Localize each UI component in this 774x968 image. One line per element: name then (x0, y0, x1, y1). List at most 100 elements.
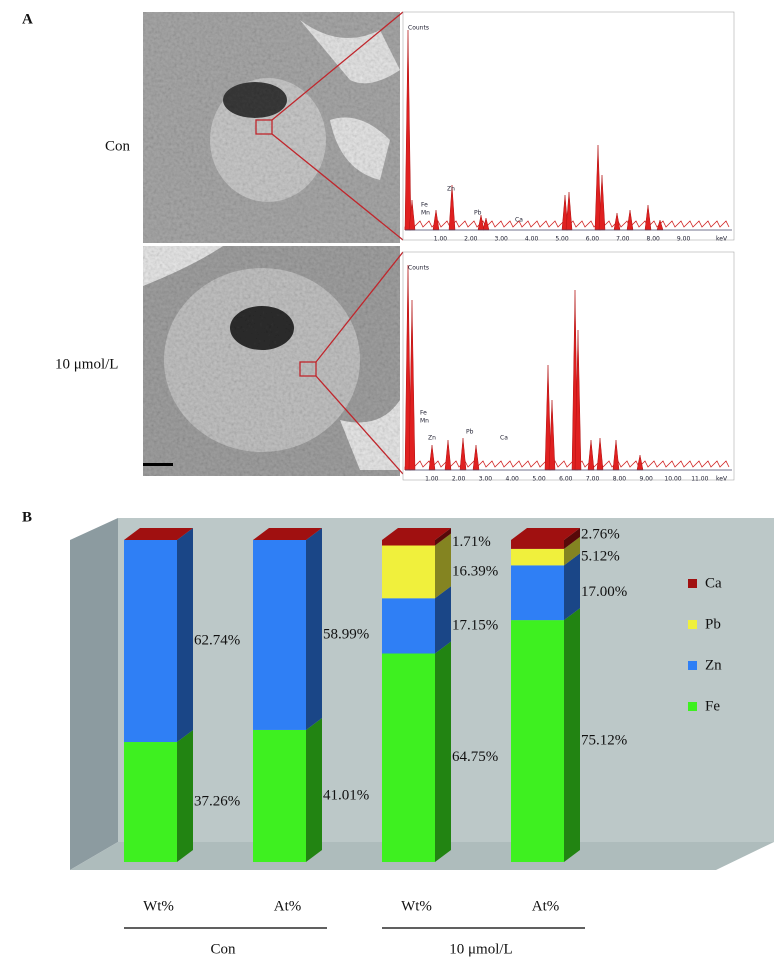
element-label: Ca (515, 217, 523, 224)
row-label: Con (105, 138, 131, 154)
x-tick-label: 2.00 (464, 236, 478, 243)
bar-top (253, 528, 322, 540)
panel-label: B (22, 509, 32, 525)
value-label: 5.12% (581, 549, 620, 565)
spectrum-noise (404, 460, 730, 470)
bar-side (177, 730, 193, 862)
group-label: 10 μmol/L (449, 941, 512, 957)
element-label: Zn (447, 186, 455, 193)
element-label: Fe (421, 202, 428, 209)
element-label: Mn (420, 418, 429, 425)
x-tick-label: 7.00 (586, 476, 600, 483)
eds-spectrum: Counts keV 1.00 2.00 3.00 4.00 5.00 6.00 7.00 8.0… (402, 251, 735, 483)
value-label: 17.15% (452, 617, 498, 633)
bar-side (435, 533, 451, 599)
bar-side (564, 536, 580, 566)
bar-segment (511, 565, 564, 621)
value-label: 62.74% (194, 632, 240, 648)
x-tick-label: 6.00 (586, 236, 600, 243)
legend-swatch (688, 661, 697, 670)
x-tick-label: 3.00 (495, 236, 509, 243)
eds-spectrum: Counts keV 1.00 2.00 3.00 4.00 5.00 6.00 7.00 8.0… (402, 11, 735, 243)
x-tick-label: 8.00 (647, 236, 661, 243)
scale-bar (143, 463, 173, 466)
bar-segment (382, 653, 435, 862)
group-label: Con (210, 941, 236, 957)
bar-top (382, 528, 451, 540)
bar-segment (124, 742, 177, 862)
micrograph (143, 246, 400, 476)
bar-side (177, 528, 193, 743)
bar-segment (511, 620, 564, 862)
legend-label: Fe (705, 698, 720, 714)
value-label: 37.26% (194, 793, 240, 809)
legend-label: Zn (705, 657, 722, 673)
bar-side (435, 641, 451, 862)
element-label: Ca (500, 435, 508, 442)
element-label: Zn (428, 435, 436, 442)
element-label: Pb (474, 210, 482, 217)
row-label: 10 μmol/L (55, 356, 118, 372)
element-label: Fe (420, 410, 427, 417)
x-tick-label: 5.00 (532, 476, 546, 483)
legend-swatch (688, 579, 697, 588)
bar-side (435, 586, 451, 654)
legend-swatch (688, 620, 697, 629)
x-tick-label: 1.00 (434, 236, 448, 243)
x-tick-label: 4.00 (506, 476, 520, 483)
bar-side (564, 608, 580, 862)
value-label: 2.76% (581, 527, 620, 543)
bar-segment (253, 729, 306, 862)
x-tick-label: 8.00 (613, 476, 627, 483)
x-tick-label: 4.00 (525, 236, 539, 243)
x-tick-label: 5.00 (555, 236, 569, 243)
x-tick-label: 9.00 (640, 476, 654, 483)
value-label: 41.01% (323, 787, 369, 803)
bar-side (564, 553, 580, 621)
legend-swatch (688, 702, 697, 711)
x-tick-label: 6.00 (559, 476, 573, 483)
bar-segment (124, 540, 177, 743)
x-tick-label: 10.00 (664, 476, 681, 483)
bar-segment (253, 540, 306, 730)
legend-label: Ca (705, 575, 722, 591)
value-label: 75.12% (581, 732, 627, 748)
x-tick-label: At% (274, 898, 302, 914)
axis-title: Counts (408, 25, 429, 32)
x-tick-label: 9.00 (677, 236, 691, 243)
legend-label: Pb (705, 616, 721, 632)
x-tick-label: 3.00 (479, 476, 493, 483)
value-label: 1.71% (452, 534, 491, 550)
bar-top (511, 528, 580, 540)
x-tick-label: 1.00 (425, 476, 439, 483)
x-tick-label: Wt% (143, 898, 174, 914)
x-tick-label: 7.00 (616, 236, 630, 243)
value-label: 16.39% (452, 563, 498, 579)
zoom-callout (255, 11, 404, 475)
bar-side (564, 528, 580, 549)
element-label: Mn (421, 210, 430, 217)
x-tick-label: At% (532, 898, 560, 914)
x-tick-label: Wt% (401, 898, 432, 914)
bar-segment (382, 598, 435, 654)
panel-label: A (22, 11, 33, 27)
bar-side (306, 717, 322, 862)
axis-title: keV (716, 476, 728, 483)
bar-top (124, 528, 193, 540)
bar-segment (382, 545, 435, 599)
axis-title: Counts (408, 265, 429, 272)
x-tick-label: 11.00 (691, 476, 708, 483)
bar-segment (511, 540, 564, 549)
element-label: Pb (466, 429, 474, 436)
bar-segment (511, 548, 564, 566)
bar-side (435, 528, 451, 546)
bar-side (306, 528, 322, 730)
x-tick-label: 2.00 (452, 476, 466, 483)
spectrum-bg (402, 251, 735, 481)
value-label: 58.99% (323, 626, 369, 642)
side-wall (70, 518, 118, 870)
axis-title: keV (716, 236, 728, 243)
value-label: 17.00% (581, 584, 627, 600)
bar-segment (382, 540, 435, 546)
